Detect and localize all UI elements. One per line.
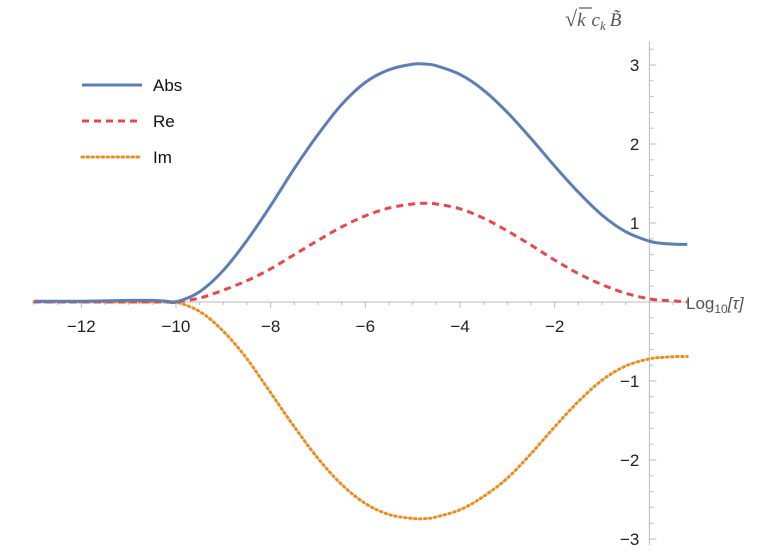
legend-label-im: Im [153, 148, 172, 167]
y-axis-label: √k ck B̃ [565, 6, 622, 33]
y-tick-label: −1 [620, 372, 639, 391]
axes [33, 41, 688, 545]
x-tick-label: −12 [67, 317, 96, 336]
series-line-re [33, 201, 688, 304]
y-tick-label: −3 [620, 530, 639, 549]
x-tick-label: −2 [545, 317, 564, 336]
y-tick-label: 1 [630, 214, 639, 233]
y-tick-label: 3 [630, 56, 639, 75]
y-tick-label: 2 [630, 135, 639, 154]
x-tick-label: −6 [356, 317, 375, 336]
x-tick-label: −8 [261, 317, 280, 336]
series-line-abs [33, 62, 688, 305]
x-axis-label: Log10[τ] [686, 294, 745, 316]
legend: Abs Re Im [80, 76, 182, 167]
series-layer [32, 62, 689, 521]
x-ticks: −12 −10 −8 −6 −4 −2 [33, 302, 674, 336]
y-ticks: −3 −2 −1 1 2 3 [620, 48, 657, 549]
legend-label-re: Re [153, 112, 175, 131]
x-tick-label: −10 [162, 317, 191, 336]
x-tick-label: −4 [450, 317, 469, 336]
legend-label-abs: Abs [153, 76, 182, 95]
y-tick-label: −2 [620, 451, 639, 470]
